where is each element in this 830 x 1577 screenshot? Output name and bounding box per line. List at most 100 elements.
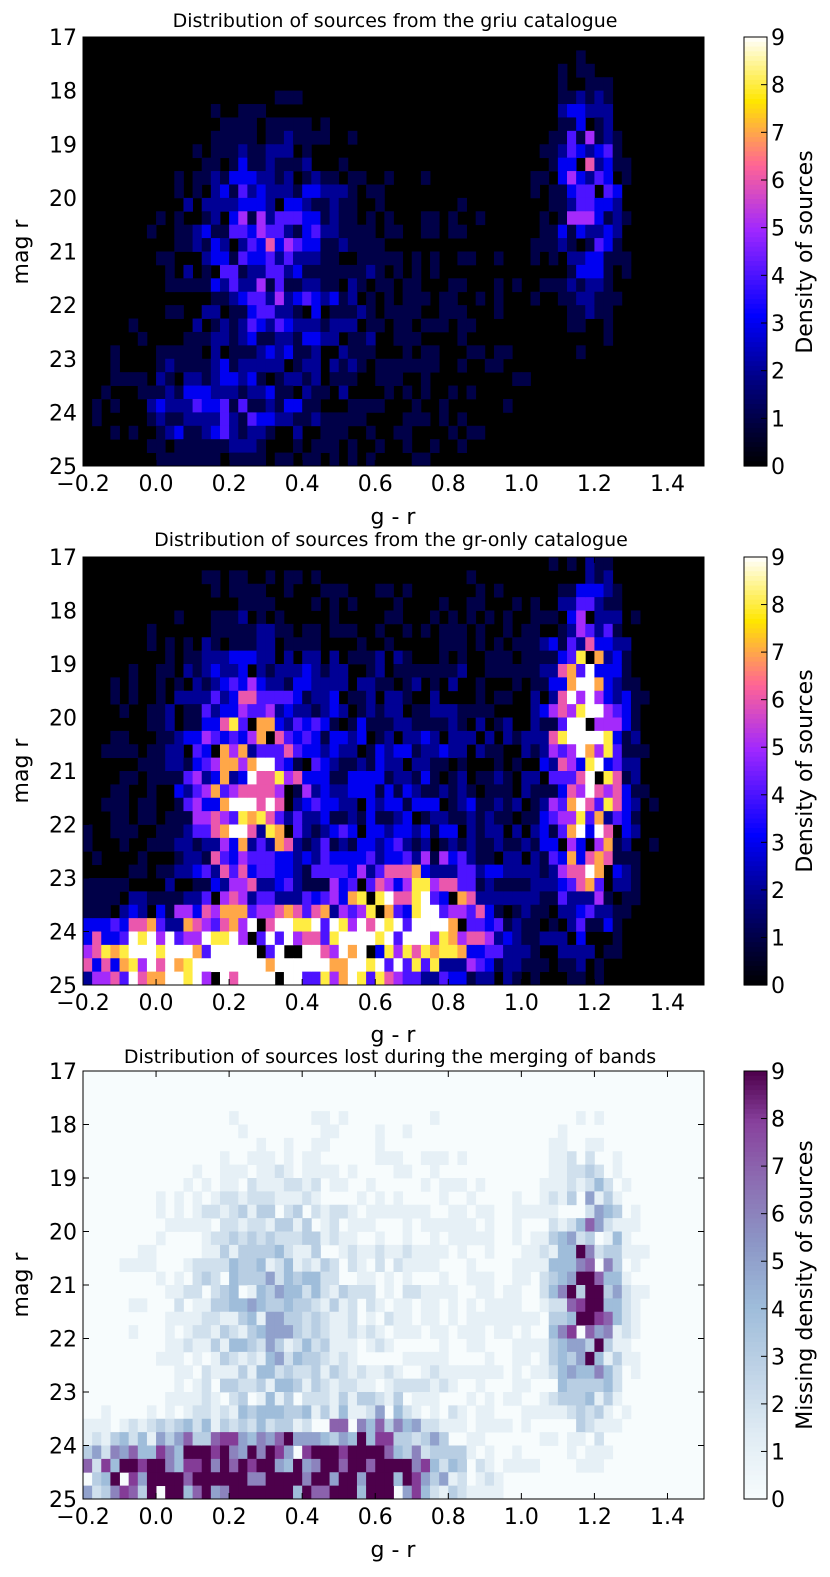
heatmap-cell [256, 1485, 267, 1500]
heatmap-cell [466, 1298, 477, 1313]
heatmap-cell [293, 372, 303, 386]
heatmap-cell [219, 291, 230, 306]
heatmap-cell [338, 291, 349, 306]
heatmap-cell [594, 837, 604, 852]
heatmap-cell [612, 1392, 623, 1406]
heatmap-cell [576, 1458, 586, 1473]
heatmap-cell [183, 197, 193, 212]
heatmap-cell [265, 291, 276, 306]
heatmap-cell [347, 184, 358, 199]
y-tick-label: 24 [49, 1435, 77, 1460]
heatmap-cell [293, 864, 303, 879]
colorbar-tick-label: 1 [771, 926, 785, 951]
heatmap-cell [192, 1285, 203, 1299]
heatmap-cell [439, 1458, 449, 1473]
heatmap-cell [576, 891, 586, 906]
heatmap-cell [156, 1351, 166, 1366]
heatmap-cell [229, 717, 239, 732]
heatmap-cell [375, 664, 385, 678]
heatmap-cell [302, 1151, 312, 1166]
heatmap-cell [539, 1432, 550, 1446]
colorbar-segment [744, 870, 767, 877]
heatmap-cell [594, 130, 604, 145]
x-tick-label: −0.2 [56, 991, 109, 1016]
heatmap-cell [165, 878, 175, 892]
heatmap-cell [375, 704, 385, 718]
heatmap-cell [293, 412, 303, 427]
heatmap-cell [402, 931, 413, 946]
heatmap-cell [411, 1432, 422, 1446]
heatmap-cell [329, 704, 340, 718]
heatmap-cell [475, 690, 486, 705]
colorbar-tick-label: 1 [771, 1440, 785, 1465]
heatmap-cell [192, 358, 203, 373]
heatmap-cell [430, 1392, 440, 1406]
heatmap-cell [219, 891, 230, 906]
heatmap-cell [229, 677, 239, 692]
heatmap-cell [530, 971, 541, 986]
heatmap-cell [402, 345, 413, 360]
heatmap-cell [210, 650, 221, 665]
heatmap-cell [594, 918, 604, 932]
heatmap-cell [347, 971, 358, 986]
heatmap-cell [603, 637, 614, 652]
heatmap-cell [603, 1231, 614, 1246]
heatmap-cell [457, 1458, 467, 1473]
heatmap-cell [229, 1432, 239, 1446]
heatmap-cell [265, 677, 276, 692]
heatmap-cell [557, 1351, 568, 1366]
heatmap-cell [384, 583, 394, 598]
heatmap-cell [612, 610, 623, 625]
heatmap-cell [293, 824, 303, 839]
heatmap-cell [192, 1458, 203, 1473]
heatmap-cell [293, 1365, 303, 1380]
heatmap-cell [192, 931, 203, 946]
heatmap-cell [347, 864, 358, 879]
heatmap-cell [576, 851, 586, 866]
heatmap-cell [256, 690, 267, 705]
heatmap-cell [567, 811, 577, 825]
heatmap-cell [384, 1244, 394, 1259]
heatmap-cell [192, 1378, 203, 1393]
heatmap-cell [576, 1351, 586, 1366]
heatmap-cell [247, 784, 257, 799]
heatmap-cell [557, 784, 568, 799]
heatmap-cell [265, 224, 276, 239]
heatmap-cell [265, 1191, 276, 1206]
heatmap-cell [92, 1458, 102, 1473]
heatmap-cell [466, 1432, 477, 1446]
heatmap-cell [201, 1338, 212, 1353]
heatmap-cell [128, 1445, 139, 1460]
heatmap-cell [183, 784, 193, 799]
heatmap-cell [265, 144, 276, 159]
heatmap-cell [393, 264, 404, 279]
heatmap-cell [256, 1338, 267, 1353]
heatmap-cell [594, 1378, 604, 1393]
heatmap-cell [439, 704, 449, 718]
heatmap-cell [192, 757, 203, 772]
heatmap-cell [238, 224, 248, 239]
heatmap-cell [430, 944, 440, 959]
heatmap-cell [174, 944, 184, 959]
colorbar-segment [744, 1251, 767, 1258]
heatmap-cell [576, 971, 586, 986]
heatmap-cell [484, 1271, 495, 1286]
heatmap-cell [466, 904, 477, 919]
heatmap-cell [110, 824, 120, 839]
heatmap-cell [119, 931, 130, 946]
heatmap-cell [603, 104, 614, 118]
heatmap-cell [210, 171, 221, 185]
heatmap-cell [512, 1311, 522, 1326]
heatmap-cell [293, 224, 303, 239]
heatmap-cell [229, 931, 239, 946]
heatmap-cell [521, 784, 531, 799]
heatmap-cell [247, 690, 257, 705]
heatmap-cell [457, 837, 467, 852]
heatmap-cell [375, 1191, 385, 1206]
heatmap-cell [229, 1271, 239, 1286]
heatmap-cell [174, 184, 184, 199]
colorbar-segment [744, 327, 767, 334]
heatmap-cell [539, 824, 550, 839]
heatmap-cell [256, 1405, 267, 1420]
heatmap-cell [439, 637, 449, 652]
